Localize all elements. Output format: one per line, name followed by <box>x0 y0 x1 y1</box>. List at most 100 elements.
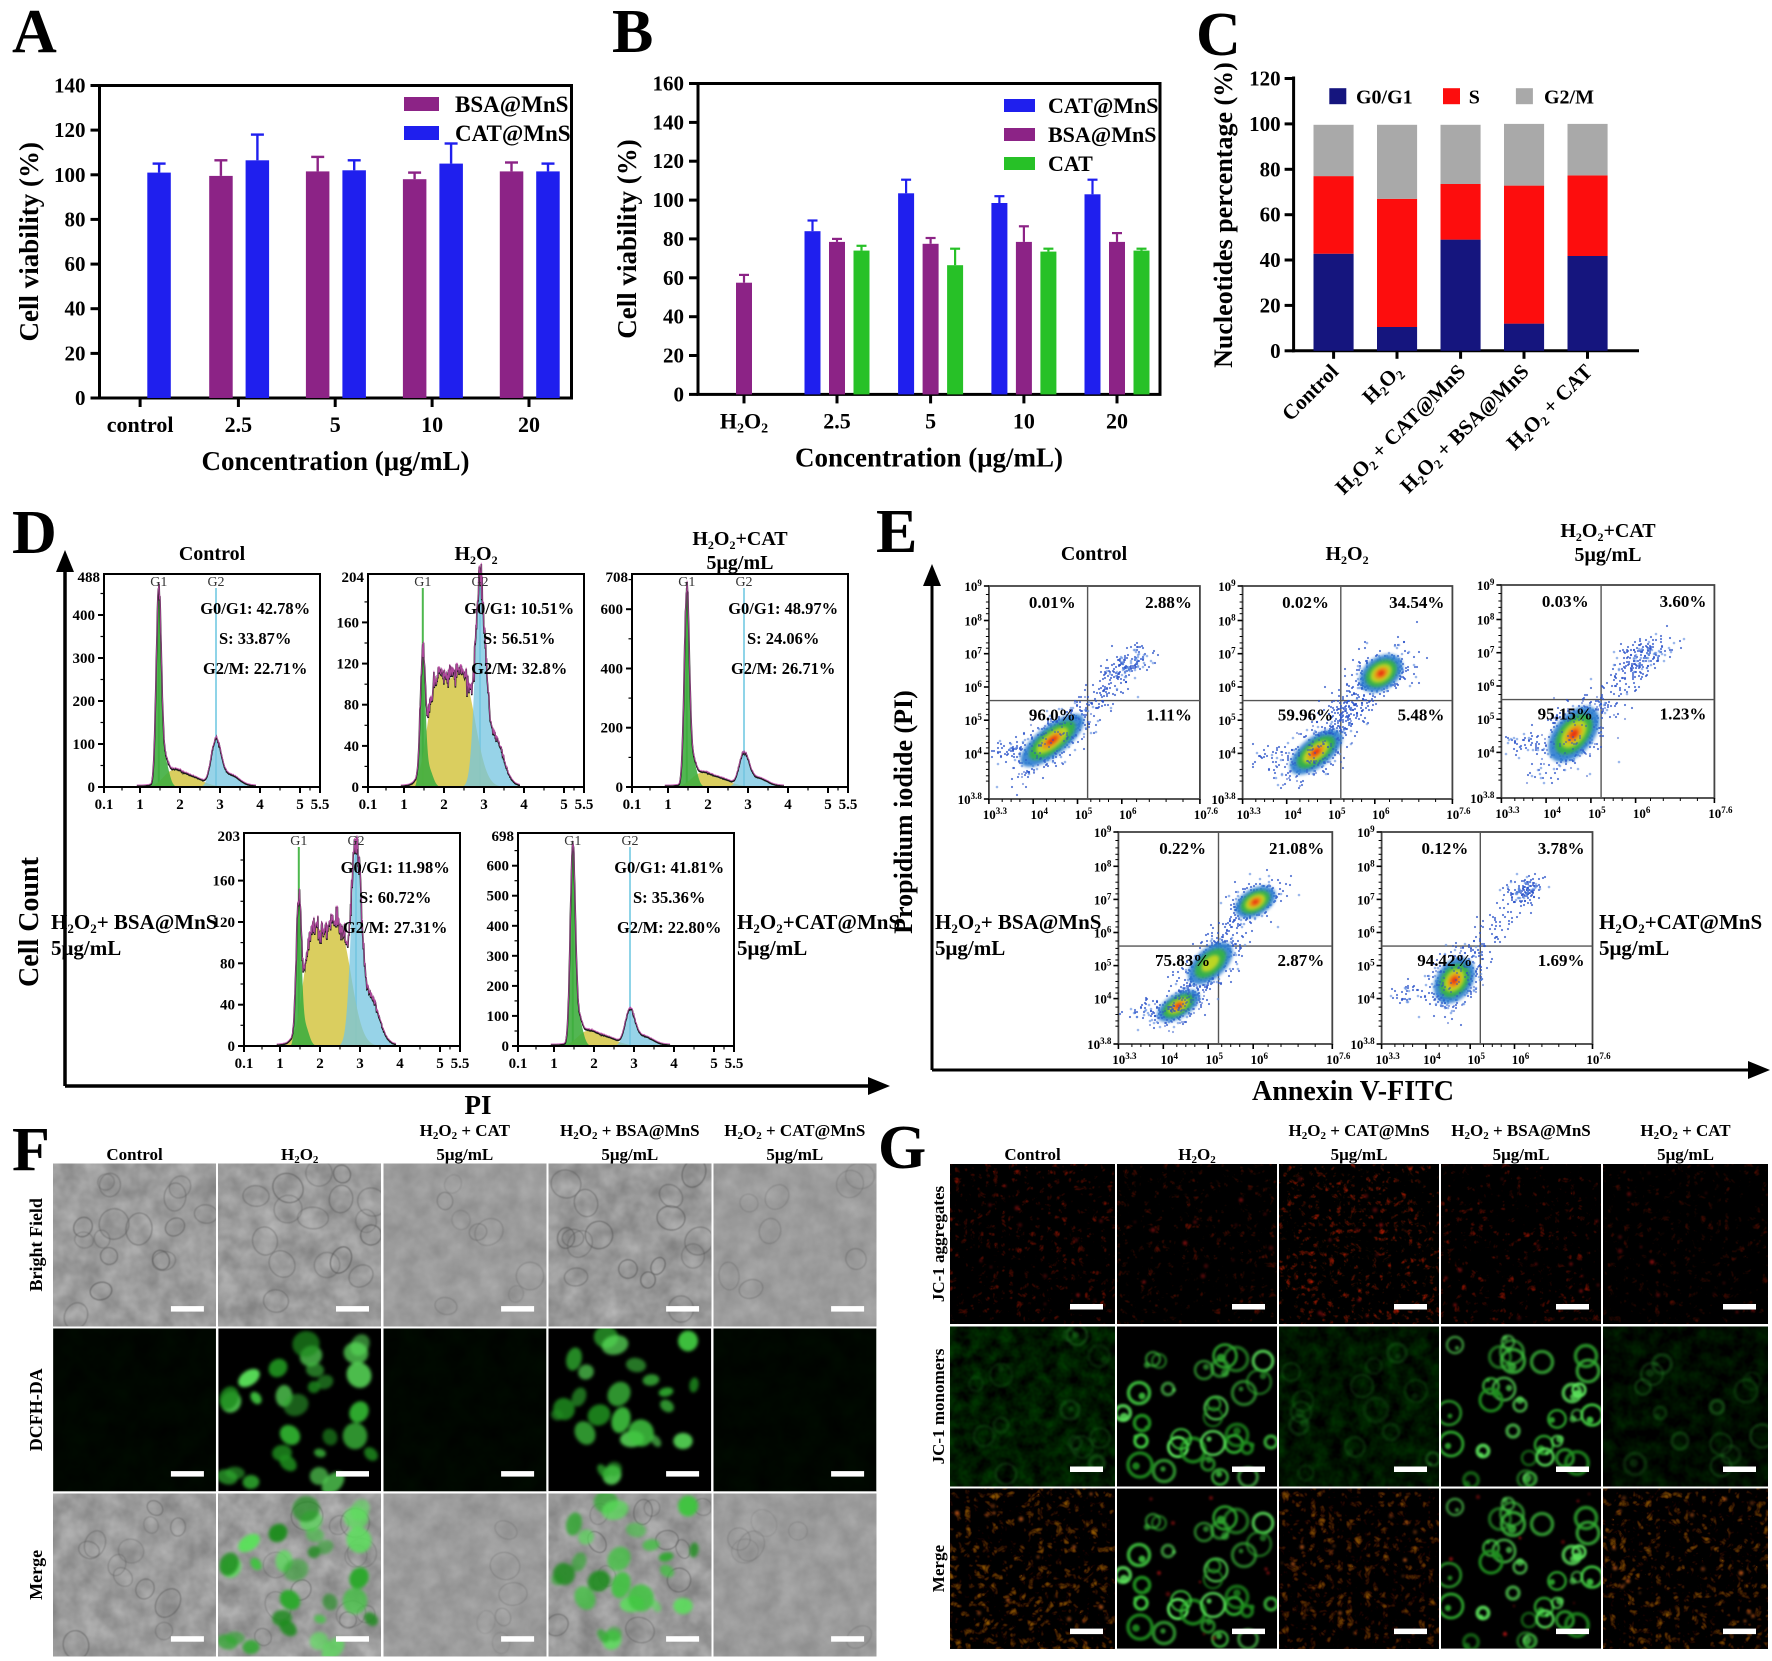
svg-text:600: 600 <box>601 602 624 618</box>
svg-text:5: 5 <box>560 797 568 813</box>
svg-text:G1: G1 <box>564 834 581 849</box>
svg-text:21.08%: 21.08% <box>1269 839 1324 858</box>
svg-text:106: 106 <box>1357 925 1375 941</box>
svg-text:103.8: 103.8 <box>1087 1036 1112 1052</box>
svg-text:0.1: 0.1 <box>509 1056 528 1072</box>
svg-text:0.22%: 0.22% <box>1159 839 1206 858</box>
svg-text:C: C <box>1196 1 1241 69</box>
svg-text:3: 3 <box>480 797 488 813</box>
svg-text:H2O2+ BSA@MnS: H2O2+ BSA@MnS <box>51 910 217 936</box>
svg-text:0.1: 0.1 <box>235 1056 254 1072</box>
svg-text:5.5: 5.5 <box>575 797 594 813</box>
svg-text:H2O2 + BSA@MnS: H2O2 + BSA@MnS <box>1451 1121 1591 1142</box>
svg-text:G0/G1: G0/G1 <box>1356 87 1413 109</box>
svg-text:80: 80 <box>663 227 684 251</box>
svg-text:Control: Control <box>179 543 246 565</box>
svg-text:5.5: 5.5 <box>311 797 330 813</box>
svg-text:Cell viability (%): Cell viability (%) <box>14 142 44 341</box>
svg-text:H2O2: H2O2 <box>281 1145 319 1166</box>
svg-text:3.60%: 3.60% <box>1660 592 1707 611</box>
svg-text:400: 400 <box>73 608 96 624</box>
svg-text:3.78%: 3.78% <box>1538 839 1585 858</box>
svg-text:104: 104 <box>964 745 982 761</box>
svg-text:80: 80 <box>344 698 359 714</box>
svg-text:104: 104 <box>1423 1051 1441 1067</box>
svg-text:5μg/mL: 5μg/mL <box>601 1145 658 1164</box>
svg-text:2: 2 <box>440 797 448 813</box>
svg-text:103.3: 103.3 <box>1375 1051 1400 1067</box>
svg-text:1: 1 <box>664 797 672 813</box>
svg-text:108: 108 <box>1357 858 1375 874</box>
svg-text:3: 3 <box>744 797 752 813</box>
svg-text:5μg/mL: 5μg/mL <box>51 936 121 960</box>
svg-text:Control: Control <box>1277 359 1343 425</box>
svg-text:H2O2: H2O2 <box>720 408 768 436</box>
svg-text:H2O2+CAT: H2O2+CAT <box>1560 520 1656 544</box>
svg-text:108: 108 <box>1477 612 1495 628</box>
svg-text:109: 109 <box>1094 824 1112 840</box>
svg-text:103.3: 103.3 <box>1236 806 1261 822</box>
svg-text:103.8: 103.8 <box>958 791 983 807</box>
svg-text:S: 56.51%: S: 56.51% <box>483 629 555 648</box>
svg-text:5: 5 <box>710 1056 718 1072</box>
svg-text:0: 0 <box>1270 339 1281 363</box>
svg-text:H2O2 + BSA@MnS: H2O2 + BSA@MnS <box>560 1121 700 1142</box>
svg-text:100: 100 <box>54 163 86 187</box>
svg-text:40: 40 <box>220 998 235 1014</box>
svg-text:H2O2 + CAT: H2O2 + CAT <box>1640 1121 1731 1142</box>
svg-text:S: 33.87%: S: 33.87% <box>219 629 291 648</box>
svg-text:5μg/mL: 5μg/mL <box>737 936 807 960</box>
svg-text:40: 40 <box>65 297 86 321</box>
svg-text:103.8: 103.8 <box>1350 1036 1375 1052</box>
svg-text:A: A <box>12 0 57 66</box>
svg-text:0.1: 0.1 <box>623 797 642 813</box>
svg-text:Cell viability (%): Cell viability (%) <box>612 139 642 338</box>
svg-text:105: 105 <box>1588 805 1606 821</box>
svg-text:2: 2 <box>176 797 184 813</box>
svg-text:100: 100 <box>487 1009 510 1025</box>
svg-text:75.83%: 75.83% <box>1155 951 1210 970</box>
svg-text:2: 2 <box>704 797 712 813</box>
svg-text:G0/G1: 11.98%: G0/G1: 11.98% <box>341 858 450 877</box>
svg-text:G1: G1 <box>414 575 431 590</box>
svg-text:20: 20 <box>663 344 684 368</box>
svg-text:0: 0 <box>502 1039 510 1055</box>
svg-text:S: 24.06%: S: 24.06% <box>747 629 819 648</box>
svg-text:H2O2+CAT@MnS: H2O2+CAT@MnS <box>737 910 900 936</box>
svg-text:G2/M: G2/M <box>1544 87 1594 109</box>
svg-text:H2O2+CAT@MnS: H2O2+CAT@MnS <box>1599 910 1762 936</box>
svg-text:JC-1 aggregates: JC-1 aggregates <box>929 1185 948 1302</box>
svg-text:105: 105 <box>1094 958 1112 974</box>
svg-text:0: 0 <box>88 780 96 796</box>
svg-text:104: 104 <box>1477 744 1495 760</box>
svg-text:G2: G2 <box>207 575 224 590</box>
svg-text:Nucleotides percentage (%): Nucleotides percentage (%) <box>1209 62 1238 368</box>
svg-text:40: 40 <box>663 305 684 329</box>
svg-text:Merge: Merge <box>929 1545 948 1593</box>
svg-text:Merge: Merge <box>26 1550 46 1600</box>
svg-text:Concentration (μg/mL): Concentration (μg/mL) <box>795 442 1063 472</box>
svg-text:10: 10 <box>1013 408 1035 433</box>
svg-text:0.12%: 0.12% <box>1422 839 1469 858</box>
svg-text:0.03%: 0.03% <box>1542 592 1589 611</box>
svg-text:104: 104 <box>1161 1051 1179 1067</box>
svg-text:10: 10 <box>421 412 443 437</box>
svg-text:G: G <box>878 1114 926 1182</box>
svg-text:104: 104 <box>1357 991 1375 1007</box>
svg-text:H2O2 + CAT@MnS: H2O2 + CAT@MnS <box>1288 1121 1429 1142</box>
svg-text:control: control <box>107 412 174 437</box>
svg-text:G2: G2 <box>621 834 638 849</box>
svg-text:4: 4 <box>670 1056 678 1072</box>
svg-text:2: 2 <box>316 1056 324 1072</box>
svg-text:3: 3 <box>356 1056 364 1072</box>
svg-text:0.1: 0.1 <box>359 797 378 813</box>
svg-text:5: 5 <box>925 408 936 433</box>
svg-text:H2O2 + CAT: H2O2 + CAT <box>420 1121 511 1142</box>
svg-text:100: 100 <box>1249 112 1281 136</box>
svg-text:G1: G1 <box>150 575 167 590</box>
svg-text:300: 300 <box>487 949 510 965</box>
svg-text:103.8: 103.8 <box>1211 791 1236 807</box>
svg-text:1: 1 <box>136 797 144 813</box>
svg-text:103.3: 103.3 <box>983 806 1008 822</box>
svg-text:G2/M: 32.8%: G2/M: 32.8% <box>471 659 567 678</box>
